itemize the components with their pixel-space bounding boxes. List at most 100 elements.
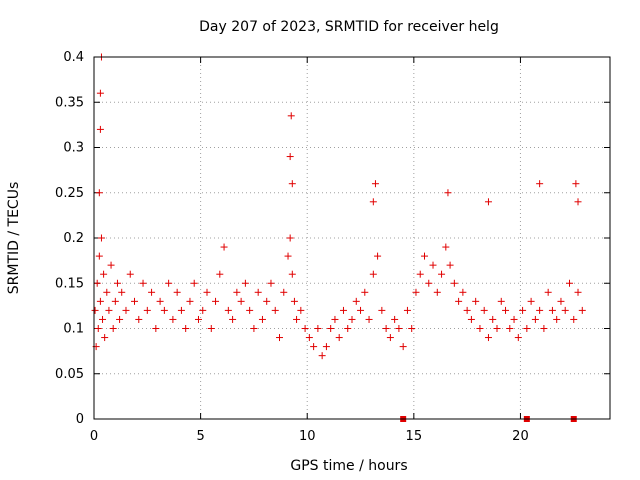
data-point xyxy=(557,297,565,305)
chart-title: Day 207 of 2023, SRMTID for receiver hel… xyxy=(199,19,499,35)
data-point xyxy=(131,297,139,305)
data-point xyxy=(493,325,501,332)
data-point xyxy=(399,343,407,351)
data-point xyxy=(344,325,352,332)
data-point xyxy=(143,306,151,314)
data-point xyxy=(371,180,379,188)
x-tick-label: 10 xyxy=(299,429,316,444)
data-point xyxy=(459,288,467,296)
data-point xyxy=(548,306,556,314)
data-point xyxy=(212,297,220,305)
data-point xyxy=(531,315,539,323)
data-point xyxy=(148,288,156,296)
data-point xyxy=(109,325,117,332)
plot-frame xyxy=(93,56,611,420)
data-point xyxy=(484,198,492,206)
x-tick-label: 20 xyxy=(512,429,529,444)
data-point xyxy=(96,297,104,305)
data-point xyxy=(444,189,452,197)
y-tick-label: 0.25 xyxy=(55,186,84,201)
data-point xyxy=(480,306,488,314)
y-tick-label: 0.35 xyxy=(55,95,84,110)
data-point xyxy=(335,334,343,342)
data-point xyxy=(284,252,292,260)
data-point xyxy=(502,306,510,314)
data-point xyxy=(378,306,386,314)
data-point xyxy=(446,261,454,269)
data-point xyxy=(237,297,245,305)
data-point xyxy=(467,315,475,323)
data-point xyxy=(561,306,569,314)
data-point xyxy=(165,279,173,287)
data-point xyxy=(574,198,582,206)
data-point xyxy=(433,288,441,296)
data-point xyxy=(578,306,586,314)
data-point xyxy=(186,297,194,305)
data-point xyxy=(322,343,330,351)
data-point xyxy=(96,89,104,97)
data-point xyxy=(293,315,301,323)
data-point xyxy=(286,153,294,161)
data-point xyxy=(438,270,446,278)
data-point xyxy=(318,352,326,360)
data-point xyxy=(288,180,296,188)
data-point xyxy=(152,325,160,332)
data-point xyxy=(536,180,544,188)
data-point xyxy=(194,315,202,323)
data-point xyxy=(107,261,115,269)
data-point xyxy=(327,325,335,332)
data-point xyxy=(369,198,377,206)
data-point xyxy=(93,279,101,287)
data-point xyxy=(297,306,305,314)
data-point xyxy=(177,306,185,314)
data-point xyxy=(331,315,339,323)
data-point xyxy=(489,315,497,323)
data-point xyxy=(267,279,275,287)
data-point xyxy=(574,288,582,296)
data-point xyxy=(484,334,492,342)
data-point xyxy=(118,288,126,296)
data-point xyxy=(514,334,522,342)
data-point xyxy=(288,270,296,278)
data-point xyxy=(314,325,322,332)
x-tick-label: 15 xyxy=(406,429,423,444)
data-point xyxy=(536,306,544,314)
data-point xyxy=(169,315,177,323)
y-tick-label: 0.15 xyxy=(55,276,84,291)
data-point xyxy=(361,288,369,296)
data-point xyxy=(412,288,420,296)
data-point xyxy=(286,234,294,242)
data-point xyxy=(565,279,573,287)
grid xyxy=(94,57,610,419)
data-point xyxy=(382,325,390,332)
data-point xyxy=(352,297,360,305)
data-point xyxy=(455,297,463,305)
data-point xyxy=(91,306,99,314)
data-point xyxy=(111,297,119,305)
data-point xyxy=(570,315,578,323)
data-point xyxy=(203,288,211,296)
data-point xyxy=(476,325,484,332)
data-point xyxy=(540,325,548,332)
data-point xyxy=(395,325,403,332)
data-point xyxy=(94,325,102,332)
data-point xyxy=(357,306,365,314)
data-point xyxy=(416,270,424,278)
data-point xyxy=(126,270,134,278)
data-point xyxy=(348,315,356,323)
data-point xyxy=(135,315,143,323)
data-point xyxy=(116,315,124,323)
x-tick-label: 0 xyxy=(90,429,98,444)
data-point xyxy=(229,315,237,323)
data-point xyxy=(305,334,313,342)
data-point xyxy=(250,325,258,332)
data-point xyxy=(425,279,433,287)
data-point xyxy=(408,325,416,332)
data-point xyxy=(290,297,298,305)
data-point xyxy=(113,279,121,287)
data-point xyxy=(105,306,113,314)
data-point xyxy=(190,279,198,287)
data-point xyxy=(544,288,552,296)
x-tick-label: 5 xyxy=(196,429,204,444)
